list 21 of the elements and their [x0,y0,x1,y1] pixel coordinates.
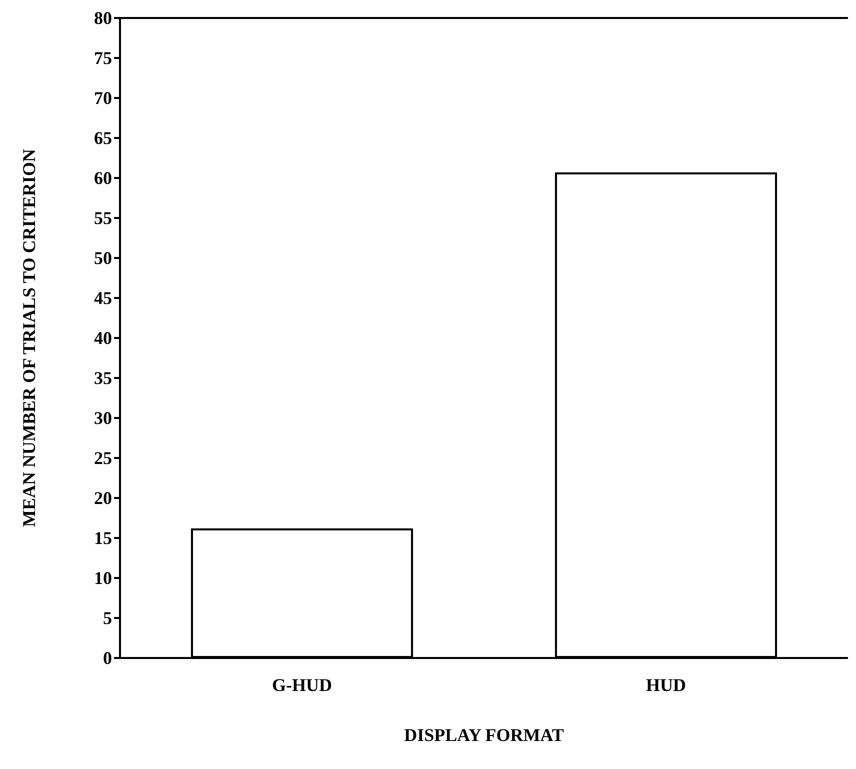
y-tick-label: 50 [94,248,112,268]
y-tick-label: 30 [94,408,112,428]
y-tick-label: 40 [94,328,112,348]
y-tick-label: 45 [94,288,112,308]
y-tick-label: 75 [94,48,112,68]
y-tick-label: 65 [94,128,112,148]
y-tick-label: 15 [94,528,112,548]
y-tick-label: 5 [103,608,112,628]
y-axis-title: MEAN NUMBER OF TRIALS TO CRITERION [19,149,39,527]
y-tick-label: 20 [94,488,112,508]
y-tick-label: 0 [103,648,112,668]
x-axis-title: DISPLAY FORMAT [404,725,564,745]
y-tick-label: 60 [94,168,112,188]
y-tick-label: 35 [94,368,112,388]
y-tick-label: 25 [94,448,112,468]
y-tick-label: 70 [94,88,112,108]
x-tick-label: G-HUD [272,675,332,695]
y-tick-label: 10 [94,568,112,588]
y-tick-label: 80 [94,8,112,28]
y-tick-label: 55 [94,208,112,228]
x-tick-label: HUD [646,675,686,695]
